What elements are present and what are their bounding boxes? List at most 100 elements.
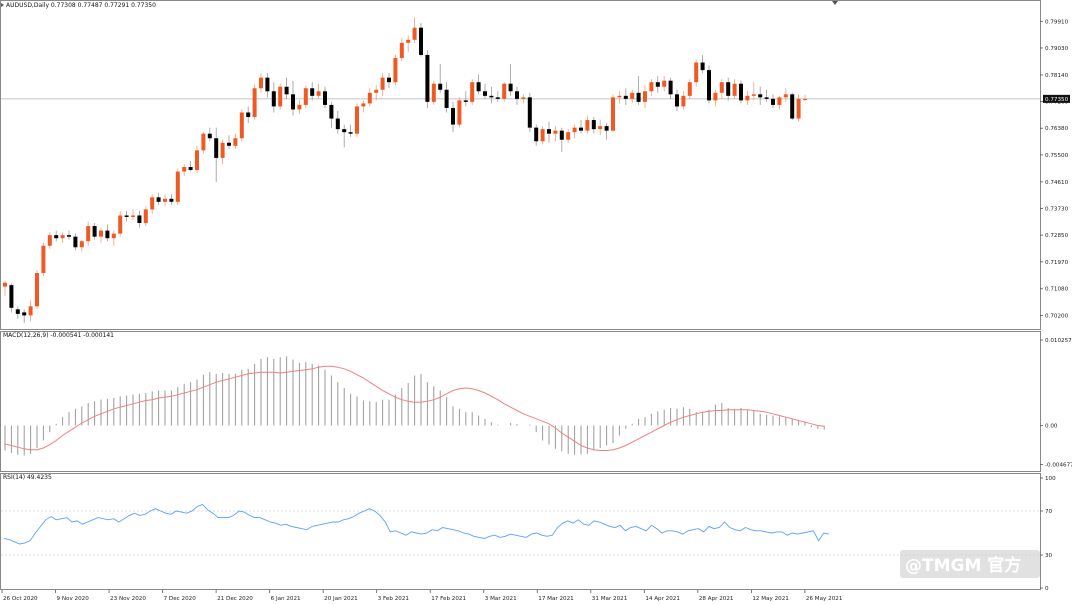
time-tick-label: 9 Nov 2020	[57, 596, 90, 602]
rsi-tick-label: 0	[1045, 586, 1049, 592]
candle-body	[604, 126, 609, 131]
candle-body	[694, 62, 699, 83]
candle-body	[246, 112, 251, 118]
candle-body	[643, 91, 647, 102]
candle-body	[310, 88, 315, 96]
macd-histogram-and-signal	[4, 356, 825, 456]
candle-body	[726, 82, 731, 96]
candle-body	[265, 77, 270, 92]
candle-body	[380, 77, 385, 90]
price-tick-label: 0.71970	[1045, 260, 1069, 266]
candle-body	[559, 130, 564, 140]
candle-body	[163, 198, 167, 202]
time-tick-label: 20 Jan 2021	[324, 596, 358, 602]
candle-body	[662, 80, 667, 87]
candle-body	[566, 132, 571, 140]
time-tick-label: 17 Mar 2021	[538, 596, 574, 602]
candle-body	[137, 215, 142, 224]
candle-body	[207, 133, 212, 139]
candle-body	[201, 133, 206, 151]
candle-body	[630, 92, 635, 99]
candle-body	[99, 230, 103, 237]
macd-tick-label: 0.00	[1045, 424, 1058, 430]
candle-body	[790, 94, 795, 119]
candle-body	[521, 97, 526, 99]
candle-body	[803, 98, 807, 101]
candle-body	[335, 118, 340, 130]
price-tick-label: 0.78140	[1045, 73, 1069, 79]
candle-body	[470, 82, 475, 102]
candle-body	[739, 83, 743, 101]
candle-body	[636, 92, 641, 102]
candle-body	[483, 91, 487, 96]
candle-body	[28, 306, 33, 316]
candle-body	[796, 98, 801, 119]
candle-body	[444, 89, 449, 108]
candle-body	[227, 142, 231, 146]
candle-body	[585, 120, 590, 131]
candle-body	[681, 95, 686, 107]
current-price-box	[1043, 94, 1070, 103]
candle-body	[73, 236, 78, 248]
candle-body	[361, 103, 366, 107]
rsi-axis: 100 70 30 0	[1040, 476, 1056, 592]
candle-body	[687, 82, 692, 96]
candle-body	[303, 88, 308, 105]
watermark-text: @TMGM 官方	[905, 555, 1021, 576]
rsi-line-path	[3, 503, 830, 545]
time-tick-label: 26 Oct 2020	[3, 596, 38, 602]
candle-body	[675, 94, 679, 107]
rsi-tick-label: 100	[1045, 476, 1056, 482]
time-tick-label: 7 Dec 2020	[164, 596, 197, 602]
candle-body	[348, 132, 353, 134]
candle-body	[534, 127, 539, 142]
candle-body	[233, 138, 238, 146]
candle-body	[764, 97, 769, 99]
price-tick-label: 0.72850	[1045, 233, 1069, 239]
candle-body	[572, 127, 577, 133]
candle-body	[291, 94, 295, 110]
candle-body	[143, 209, 148, 224]
candle-body	[399, 42, 404, 58]
candle-body	[60, 235, 65, 239]
candle-body	[463, 100, 468, 102]
rsi-tick-label: 70	[1045, 509, 1053, 515]
macd-panel-title: MACD(12,26,9) -0.000541 -0.000141	[3, 332, 114, 339]
candle-body	[707, 70, 711, 101]
candle-body	[611, 97, 615, 131]
candle-body	[118, 215, 123, 234]
candle-body	[553, 130, 558, 134]
candle-body	[579, 127, 583, 131]
time-tick-label: 6 Jan 2021	[271, 596, 301, 602]
candle-body	[393, 57, 398, 83]
time-tick-label: 31 Mar 2021	[592, 596, 628, 602]
candle-body	[54, 235, 59, 239]
candle-body	[329, 104, 334, 119]
candle-body	[655, 82, 660, 87]
candle-body	[591, 120, 596, 130]
time-tick-label: 14 Apr 2021	[645, 596, 680, 602]
chart-shift-marker-icon[interactable]	[832, 1, 838, 5]
candle-body	[457, 100, 462, 125]
candle-body	[47, 235, 52, 246]
candle-body	[771, 98, 775, 105]
candle-body	[252, 88, 257, 118]
symbol-menu-icon[interactable]	[1, 3, 4, 7]
candle-body	[431, 83, 436, 102]
candle-body	[547, 129, 551, 134]
candle-body	[777, 97, 782, 105]
candle-body	[412, 27, 417, 40]
rsi-panel-title: RSI(14) 49.4235	[3, 474, 52, 481]
candle-body	[508, 83, 513, 92]
candle-body	[182, 167, 187, 172]
candle-body	[214, 138, 219, 158]
candle-body	[489, 95, 494, 98]
macd-panel-frame	[0, 331, 1041, 472]
candle-body	[259, 77, 263, 89]
candle-body	[271, 91, 276, 107]
watermark: @TMGM 官方	[900, 550, 1040, 578]
candle-body	[131, 215, 135, 217]
time-tick-label: 21 Dec 2020	[217, 596, 253, 602]
candle-body	[284, 86, 289, 95]
